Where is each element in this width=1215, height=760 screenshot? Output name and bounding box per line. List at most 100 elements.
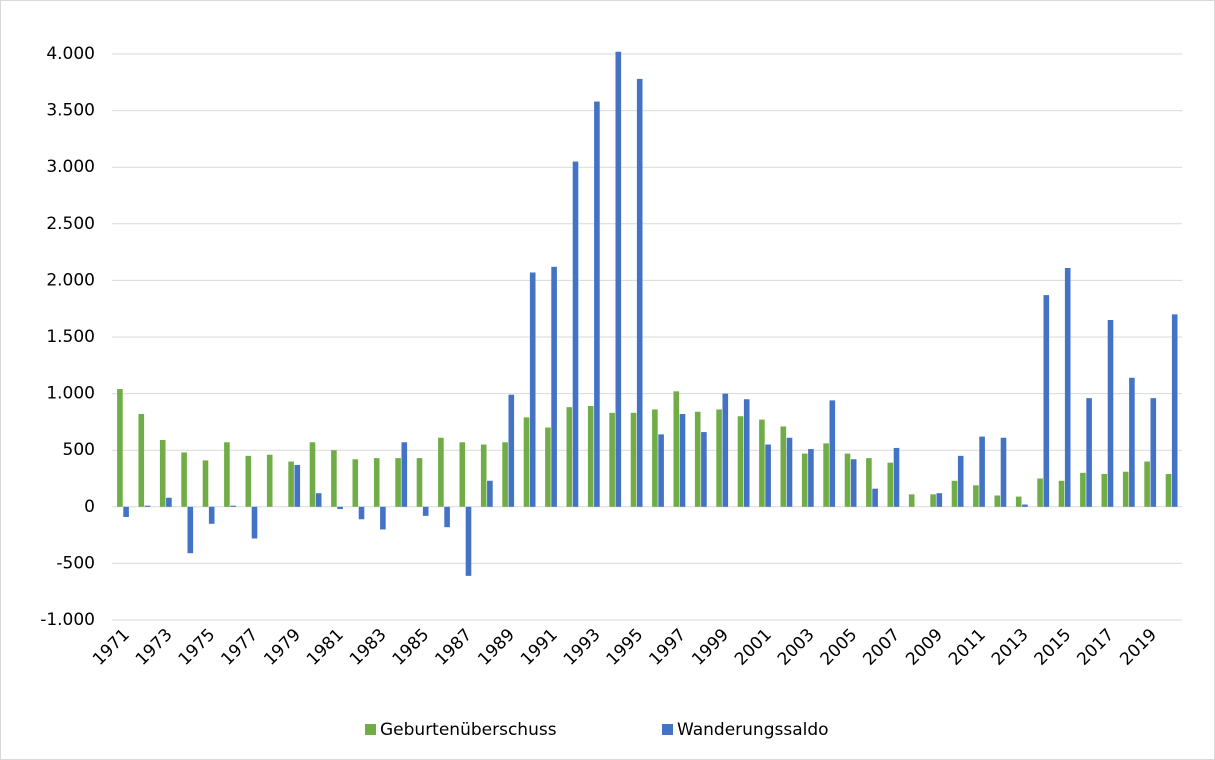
bar	[1000, 437, 1007, 507]
bar	[930, 494, 936, 507]
bar	[872, 488, 878, 507]
bar	[1122, 471, 1129, 507]
bar	[722, 393, 729, 507]
bar	[737, 416, 744, 507]
bar	[908, 494, 915, 507]
bar	[331, 450, 337, 507]
bar	[117, 389, 123, 507]
bar	[1101, 473, 1108, 507]
bar	[1129, 377, 1135, 507]
bar	[1171, 314, 1178, 507]
y-tick-label: 1.000	[46, 384, 95, 404]
bar	[380, 506, 386, 530]
bar	[1080, 472, 1086, 507]
bar	[765, 444, 771, 507]
y-tick-label: 3.000	[46, 157, 95, 177]
bar	[673, 391, 680, 507]
bar	[801, 453, 808, 507]
bar	[315, 493, 322, 507]
legend-swatch	[662, 724, 673, 735]
bar	[181, 452, 187, 507]
y-tick-label: -1.000	[40, 610, 95, 630]
bar	[294, 464, 301, 507]
bar	[679, 413, 686, 507]
bar	[951, 480, 958, 507]
bar	[780, 426, 787, 507]
bar	[444, 506, 450, 528]
bar	[401, 442, 408, 507]
bar	[352, 459, 359, 507]
bar	[230, 505, 236, 507]
bar	[545, 427, 551, 507]
bar	[166, 497, 172, 507]
bar	[786, 437, 793, 507]
bar	[123, 506, 129, 517]
bar	[202, 460, 209, 507]
y-tick-label: 4.000	[46, 44, 95, 64]
bar	[808, 449, 814, 507]
legend-swatch	[365, 724, 376, 735]
bar	[957, 455, 964, 507]
bar	[373, 458, 380, 507]
bar	[694, 411, 701, 507]
bar	[630, 412, 637, 507]
bar	[572, 161, 579, 507]
bar	[459, 442, 466, 507]
bar	[636, 78, 643, 507]
bar	[893, 447, 900, 507]
bar	[973, 485, 979, 507]
bar	[208, 506, 215, 524]
bar	[251, 506, 258, 539]
bar	[187, 506, 194, 554]
bar	[844, 453, 851, 507]
bar	[1015, 496, 1022, 507]
bar	[759, 419, 765, 507]
bar	[288, 461, 294, 507]
bar	[658, 434, 664, 507]
bar	[1165, 473, 1172, 507]
bar	[1086, 398, 1092, 507]
bar	[551, 266, 557, 507]
bar	[652, 409, 658, 507]
bar	[1037, 478, 1043, 507]
bar	[138, 413, 145, 507]
bar	[159, 440, 166, 507]
bar	[1150, 398, 1157, 507]
y-tick-label: 0	[84, 497, 95, 517]
bar	[416, 458, 423, 507]
bar	[465, 506, 472, 576]
legend-label: Geburtenüberschuss	[380, 720, 557, 740]
bar	[523, 417, 530, 507]
bar	[716, 409, 722, 507]
bar	[594, 101, 600, 507]
y-tick-label: 2.000	[46, 270, 95, 290]
bar	[480, 444, 487, 507]
bar	[1022, 504, 1028, 507]
bar	[887, 462, 894, 507]
bar	[529, 272, 536, 507]
bar	[502, 442, 508, 507]
bar	[866, 458, 872, 507]
legend: Geburtenüberschuss Wanderungssaldo	[365, 720, 829, 740]
bar	[266, 454, 273, 507]
y-tick-label: 3.500	[46, 101, 95, 121]
bar	[395, 458, 401, 507]
bar	[936, 493, 943, 507]
bar	[1107, 320, 1114, 507]
bar	[438, 437, 444, 507]
bar	[1144, 461, 1150, 507]
bar	[337, 506, 343, 510]
bar	[1043, 295, 1050, 507]
bar	[566, 407, 573, 507]
bar	[144, 505, 151, 507]
bar	[1064, 267, 1071, 507]
bar	[823, 443, 829, 507]
bar	[587, 406, 594, 507]
bar	[508, 394, 515, 507]
legend-label: Wanderungssaldo	[677, 720, 829, 740]
bar	[701, 432, 707, 507]
bar	[829, 400, 836, 507]
bar	[487, 480, 493, 507]
